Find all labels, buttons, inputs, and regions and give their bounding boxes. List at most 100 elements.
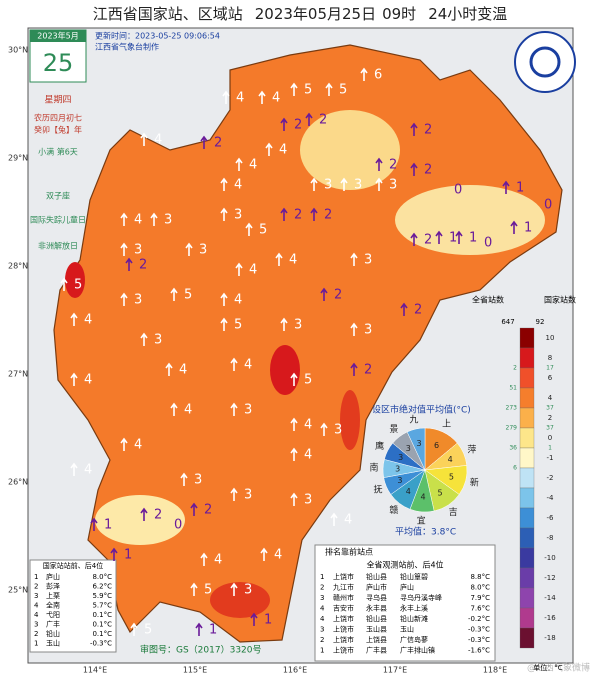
marker-value: 4 — [279, 143, 287, 158]
arrow — [230, 402, 238, 416]
marker-value: 3 — [244, 403, 252, 418]
calendar-weekday: 星期四 — [44, 95, 71, 106]
ranking-cell: 上饶市 — [333, 614, 354, 623]
ranking-cell: 铅山篁碧 — [400, 572, 428, 581]
marker-value: 5 — [304, 83, 312, 98]
calendar-holiday: 非洲解放日 — [38, 241, 78, 251]
arrow — [290, 447, 298, 461]
marker-value: 1 — [209, 623, 217, 638]
ranking-cell: 玉山 — [400, 625, 414, 634]
legend-label: -14 — [544, 594, 556, 602]
ranking-cell: 庐山市 — [366, 583, 387, 592]
ranking-cell: -1.6°C — [468, 647, 490, 655]
national-cell: -0.3°C — [90, 640, 112, 648]
pie-label: 景 — [389, 424, 398, 435]
arrow — [230, 487, 238, 501]
legend-head: 全省站数 — [472, 295, 504, 305]
marker-value: 4 — [304, 448, 312, 463]
national-cell: 8.0°C — [92, 573, 112, 581]
arrow — [320, 287, 328, 301]
marker-value: 4 — [179, 363, 187, 378]
national-cell: 广丰 — [46, 620, 60, 629]
marker-value: 1 — [524, 221, 532, 236]
marker-value: 3 — [199, 243, 207, 258]
ranking-cell: 铅山县 — [366, 572, 387, 581]
calendar-holiday: 国际失踪儿童日 — [30, 215, 86, 225]
ranking-cell: 上饶市 — [333, 646, 354, 655]
legend-swatch — [519, 567, 535, 589]
marker-value: 5 — [204, 583, 212, 598]
national-cell: 玉山 — [46, 639, 60, 648]
national-cell: 全南 — [46, 601, 60, 610]
arrow — [120, 242, 128, 256]
zone — [95, 495, 185, 545]
ranking-title: 全省观测站前、后4位 — [366, 560, 443, 570]
national-cell: 0.1°C — [92, 611, 112, 619]
marker-value: 4 — [304, 418, 312, 433]
legend-label: -16 — [544, 614, 556, 622]
arrow — [350, 252, 358, 266]
ranking-cell: 1 — [320, 573, 324, 581]
arrow — [265, 142, 273, 156]
national-title: 国家站站前、后4位 — [43, 561, 103, 570]
marker-value: 4 — [274, 548, 282, 563]
arrow — [170, 402, 178, 416]
legend-label: 6 — [548, 374, 553, 382]
legend-swatch — [519, 607, 535, 629]
arrow — [60, 277, 68, 291]
ranking-cell: 九江市 — [333, 583, 354, 592]
legend-total: 647 — [501, 318, 514, 326]
marker-value: 4 — [272, 91, 280, 106]
arrow — [325, 82, 333, 96]
arrow — [222, 90, 230, 104]
marker-value: 3 — [364, 253, 372, 268]
province-count: 2 — [513, 365, 517, 372]
marker-value: 2 — [139, 258, 147, 273]
arrow — [70, 312, 78, 326]
arrow — [350, 322, 358, 336]
national-cell: 2 — [34, 583, 38, 591]
marker-value: 3 — [194, 473, 202, 488]
arrow — [125, 257, 133, 271]
arrow — [280, 207, 288, 221]
ranking-cell: 3 — [320, 626, 324, 634]
pie-value: 4 — [448, 455, 453, 464]
legend-label: -1 — [547, 454, 554, 462]
arrow — [165, 362, 173, 376]
marker-value: 4 — [214, 553, 222, 568]
ranking-box — [314, 544, 496, 662]
pie-value: 5 — [438, 488, 443, 497]
legend-total: 92 — [536, 318, 545, 326]
arrow — [195, 622, 203, 636]
legend-label: 10 — [546, 334, 555, 342]
arrow — [435, 230, 443, 244]
lat-label: 30°N — [8, 46, 28, 55]
ranking-cell: 上饶市 — [333, 625, 354, 634]
arrow — [90, 517, 98, 531]
arrow — [510, 220, 518, 234]
legend-swatch — [519, 347, 535, 369]
pie-slice — [406, 427, 426, 471]
marker-value: 0 — [484, 236, 492, 251]
marker-value: 4 — [344, 513, 352, 528]
arrow — [375, 177, 383, 191]
ranking-cell: 永丰县 — [366, 604, 387, 613]
national-count: 37 — [546, 425, 554, 432]
marker-value: 2 — [364, 363, 372, 378]
arrow — [235, 262, 243, 276]
legend-swatch — [519, 507, 535, 529]
arrow — [220, 207, 228, 221]
legend-label: -2 — [547, 474, 554, 482]
marker-value: 5 — [144, 623, 152, 638]
ranking-cell: 吉安市 — [333, 604, 354, 613]
lon-label: 118°E — [483, 666, 507, 675]
legend-label: -10 — [544, 554, 555, 562]
arrow — [330, 512, 338, 526]
marker-value: 4 — [234, 293, 242, 308]
lat-label: 26°N — [8, 478, 28, 487]
legend-swatch — [519, 527, 535, 549]
ranking-cell: -0.3°C — [468, 626, 490, 634]
marker-value: 3 — [334, 423, 342, 438]
ranking-cell: 上饶县 — [366, 635, 387, 644]
arrow — [200, 135, 208, 149]
